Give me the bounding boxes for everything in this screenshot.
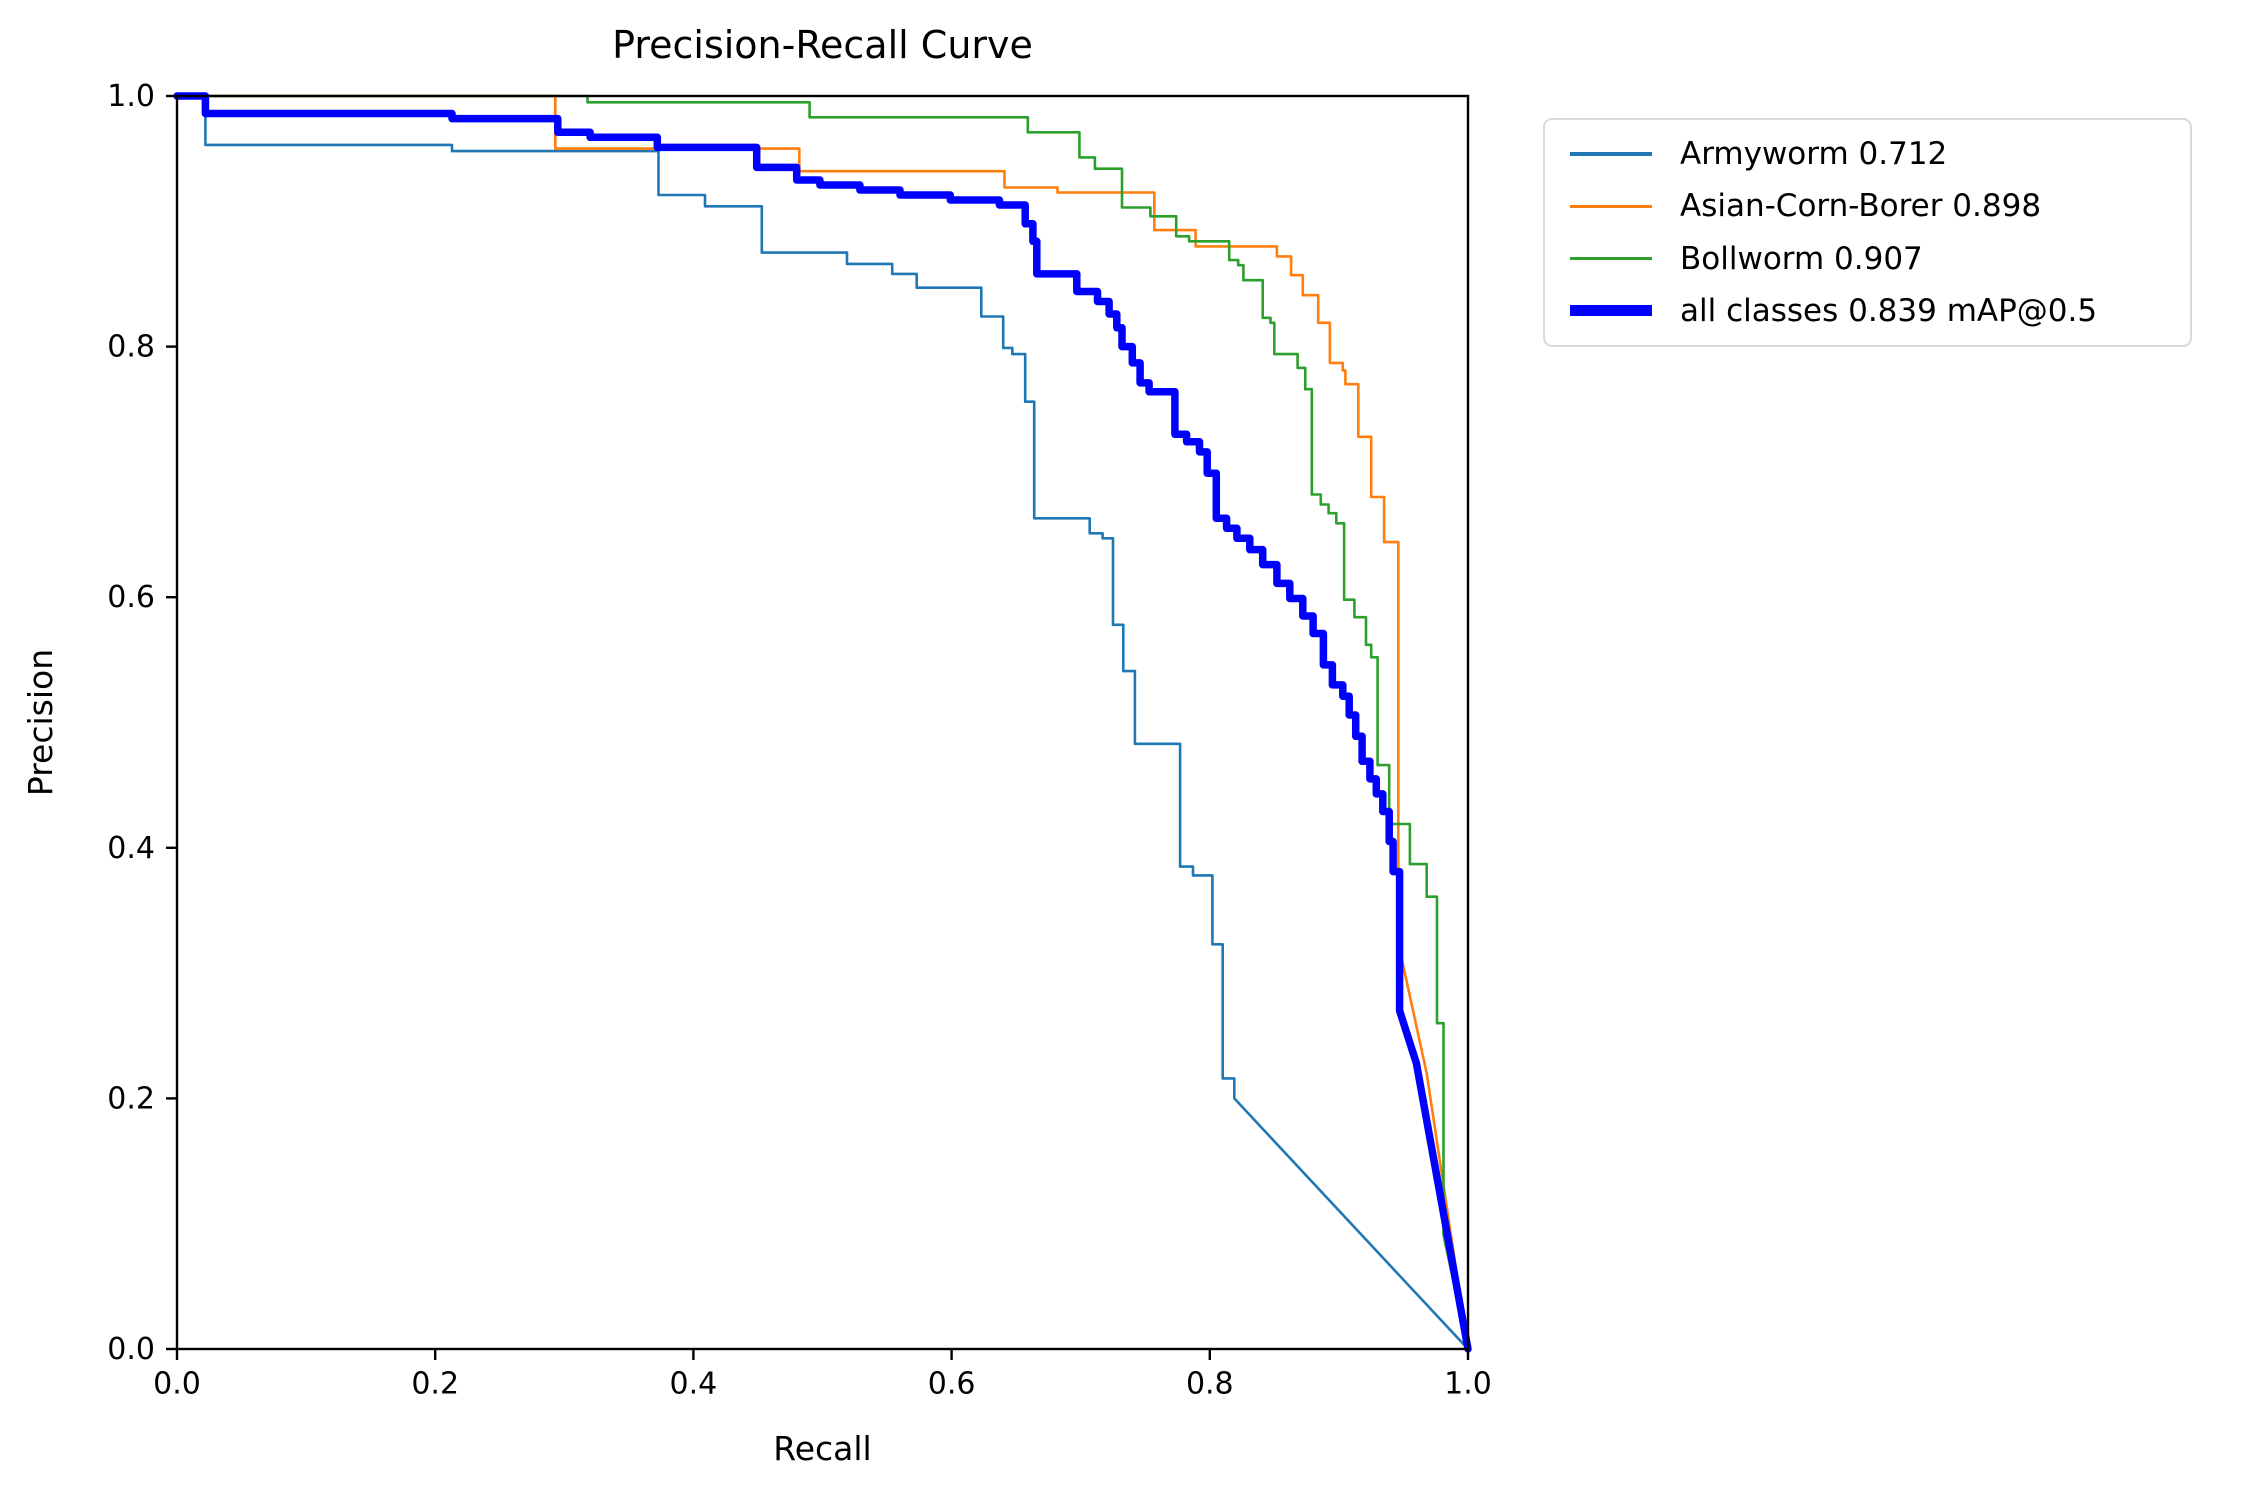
legend-label: all classes 0.839 mAP@0.5: [1680, 292, 2098, 329]
series-line-armyworm: [175, 94, 1470, 1351]
chart-title: Precision-Recall Curve: [612, 23, 1033, 67]
legend-label: Bollworm 0.907: [1680, 240, 1923, 277]
x-tick-label: 0.8: [1186, 1367, 1234, 1402]
legend-line-swatch: [1570, 152, 1652, 156]
axis-ticks: 0.0 0.2 0.4 0.6 0.8 1.0 0.0 0.2 0.4 0.6 0.8 1.0: [107, 79, 1492, 1402]
legend-label: Asian-Corn-Borer 0.898: [1680, 188, 2042, 225]
x-tick-label: 0.2: [411, 1367, 459, 1402]
y-tick-label: 0.8: [107, 330, 155, 365]
legend-line-swatch: [1570, 256, 1652, 261]
legend-item-asian-corn-borer: Asian-Corn-Borer 0.898: [1545, 188, 2190, 224]
axes-frame: [175, 94, 1470, 1351]
legend-label: Armyworm 0.712: [1680, 136, 1948, 173]
series-line-all-classes: [173, 92, 1472, 1353]
series-line-asian-corn-borer: [175, 94, 1470, 1351]
y-tick-label: 0.0: [107, 1332, 155, 1367]
x-tick-label: 1.0: [1444, 1367, 1492, 1402]
y-tick-label: 0.4: [107, 831, 155, 866]
x-axis-label: Recall: [773, 1429, 871, 1468]
legend-item-bollworm: Bollworm 0.907: [1545, 241, 2190, 277]
legend-item-armyworm: Armyworm 0.712: [1545, 136, 2190, 172]
x-tick-label: 0.4: [670, 1367, 718, 1402]
x-tick-label: 0.0: [153, 1367, 201, 1402]
y-tick-label: 0.6: [107, 580, 155, 615]
legend-item-all-classes: all classes 0.839 mAP@0.5: [1545, 293, 2190, 329]
legend-box: Armyworm 0.712 Asian-Corn-Borer 0.898 Boll…: [1543, 118, 2192, 347]
y-tick-label: 0.2: [107, 1081, 155, 1116]
y-tick-label: 1.0: [107, 79, 155, 114]
x-tick-label: 0.6: [928, 1367, 976, 1402]
series-line-bollworm: [175, 94, 1470, 1351]
legend-line-swatch: [1570, 204, 1652, 209]
legend-line-swatch: [1570, 305, 1652, 317]
y-axis-label: Precision: [21, 649, 60, 796]
curve-lines: [173, 92, 1472, 1353]
